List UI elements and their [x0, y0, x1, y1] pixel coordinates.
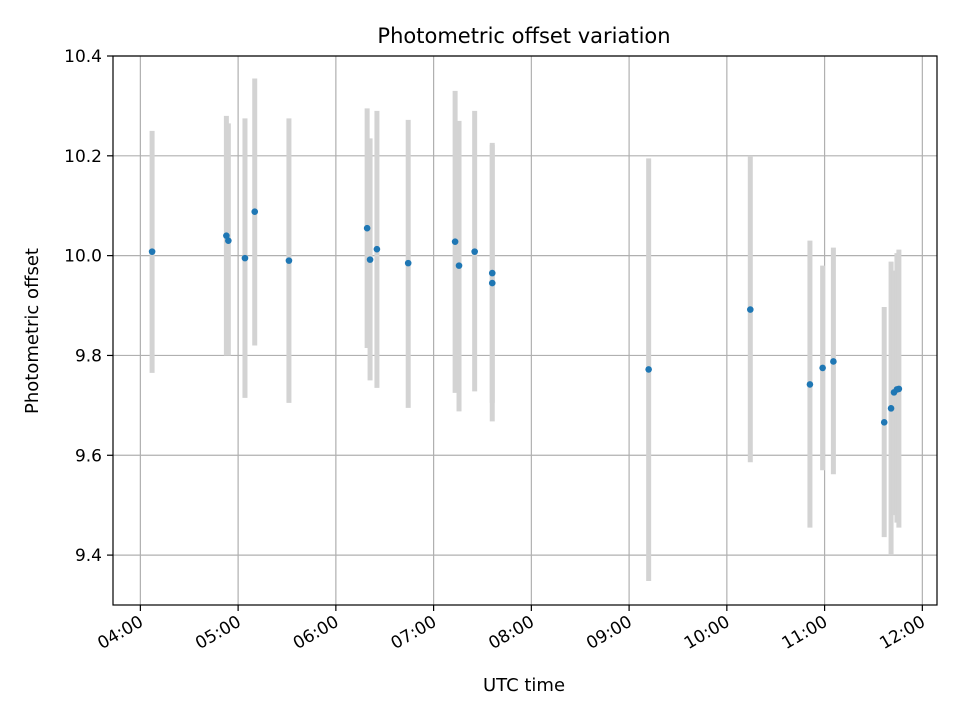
y-tick-label: 9.6	[75, 446, 102, 466]
y-axis-label: Photometric offset	[22, 248, 43, 414]
y-tick-label: 10.2	[64, 147, 102, 167]
data-point	[830, 358, 837, 365]
data-point	[880, 419, 888, 426]
y-tick-label: 9.8	[75, 346, 102, 366]
data-point	[488, 269, 496, 277]
data-point	[806, 381, 814, 388]
data-point	[895, 385, 903, 393]
data-point	[148, 248, 156, 255]
data-point	[887, 405, 895, 412]
x-axis-label: UTC time	[483, 675, 565, 696]
data-point	[363, 224, 371, 232]
data-point	[488, 279, 496, 287]
data-point	[241, 254, 249, 262]
data-point	[451, 238, 459, 245]
plot-frame	[112, 55, 938, 606]
data-point	[747, 306, 754, 313]
data-point	[366, 256, 374, 263]
data-point	[285, 257, 293, 264]
data-point	[819, 364, 826, 372]
data-points	[148, 208, 903, 426]
data-point	[455, 262, 463, 269]
data-point	[373, 245, 381, 253]
data-point	[251, 208, 259, 216]
data-point	[223, 232, 230, 239]
y-tick-label: 9.4	[75, 546, 102, 566]
y-tick-label: 10.4	[64, 47, 102, 67]
data-point	[645, 366, 652, 373]
data-point	[471, 248, 478, 255]
chart-title: Photometric offset variation	[377, 24, 670, 48]
data-point	[404, 259, 412, 267]
y-tick-label: 10.0	[64, 247, 102, 267]
data-point	[225, 237, 232, 244]
grid	[113, 55, 937, 605]
